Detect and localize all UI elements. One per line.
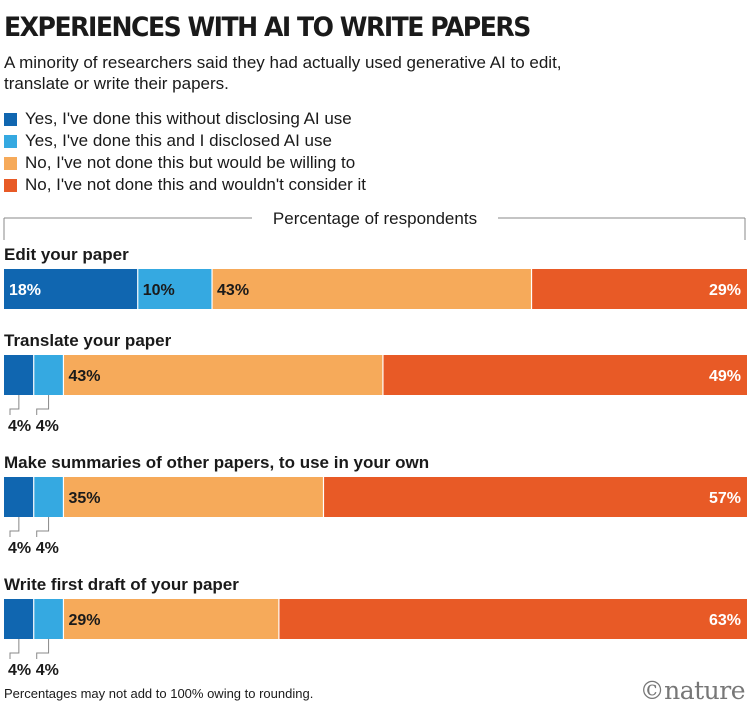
data-label: 29%: [709, 282, 741, 299]
data-label: 49%: [709, 368, 741, 385]
bar-segment: [382, 355, 747, 395]
bar-segment: [4, 599, 34, 639]
data-label: 4%: [36, 540, 59, 557]
legend-label: No, I've not done this but would be will…: [25, 153, 356, 172]
bar-segment: [4, 269, 138, 309]
bar-segment: [4, 477, 34, 517]
leader-line: [9, 639, 20, 659]
data-label: 4%: [8, 662, 31, 679]
leader-line: [36, 395, 50, 415]
data-label: 4%: [36, 418, 59, 435]
bar-segment: [137, 269, 213, 309]
legend-label: No, I've not done this and wouldn't cons…: [25, 175, 367, 194]
data-label: 10%: [143, 282, 175, 299]
chart-title: EXPERIENCES WITH AI TO WRITE PAPERS: [4, 12, 531, 43]
legend-swatch: [4, 156, 17, 170]
bar-segment: [63, 477, 324, 517]
legend-label: Yes, I've done this without disclosing A…: [25, 109, 352, 128]
data-label: 18%: [9, 282, 41, 299]
bar-segment: [323, 477, 747, 517]
category-label: Make summaries of other papers, to use i…: [4, 453, 429, 472]
data-label: 43%: [68, 368, 100, 385]
legend-item-undisclosed: Yes, I've done this without disclosing A…: [4, 108, 366, 130]
data-label: 4%: [8, 418, 31, 435]
data-label: 4%: [8, 540, 31, 557]
data-label: 4%: [36, 662, 59, 679]
footnote: Percentages may not add to 100% owing to…: [4, 686, 314, 701]
bar-segment: [33, 599, 64, 639]
leader-line: [9, 517, 20, 537]
bar-segment: [212, 269, 532, 309]
legend-swatch: [4, 178, 17, 192]
bar-segment: [278, 599, 747, 639]
axis-label: Percentage of respondents: [273, 209, 477, 228]
data-label: 43%: [217, 282, 249, 299]
leader-line: [9, 395, 20, 415]
data-label: 29%: [68, 612, 100, 629]
legend-label: Yes, I've done this and I disclosed AI u…: [25, 131, 332, 150]
legend-swatch: [4, 112, 17, 126]
bar-segment: [63, 355, 383, 395]
chart-subtitle: A minority of researchers said they had …: [4, 53, 562, 93]
nature-logo: ©nature: [639, 676, 746, 705]
leader-line: [36, 517, 50, 537]
legend-item-unwilling: No, I've not done this and wouldn't cons…: [4, 174, 366, 196]
legend: Yes, I've done this without disclosing A…: [4, 108, 366, 196]
category-label: Edit your paper: [4, 245, 129, 264]
leader-line: [36, 639, 50, 659]
legend-item-disclosed: Yes, I've done this and I disclosed AI u…: [4, 130, 366, 152]
bar-segment: [33, 355, 64, 395]
data-label: 63%: [709, 612, 741, 629]
category-label: Write first draft of your paper: [4, 575, 239, 594]
bar-segment: [33, 477, 64, 517]
data-label: 57%: [709, 490, 741, 507]
bar-segment: [63, 599, 279, 639]
bar-segment: [4, 355, 34, 395]
legend-item-willing: No, I've not done this but would be will…: [4, 152, 366, 174]
data-label: 35%: [68, 490, 100, 507]
stacked-bar-chart: Percentage of respondents Edit your paper…: [3, 209, 747, 679]
bar-segment: [531, 269, 747, 309]
category-label: Translate your paper: [4, 331, 172, 350]
legend-swatch: [4, 134, 17, 148]
